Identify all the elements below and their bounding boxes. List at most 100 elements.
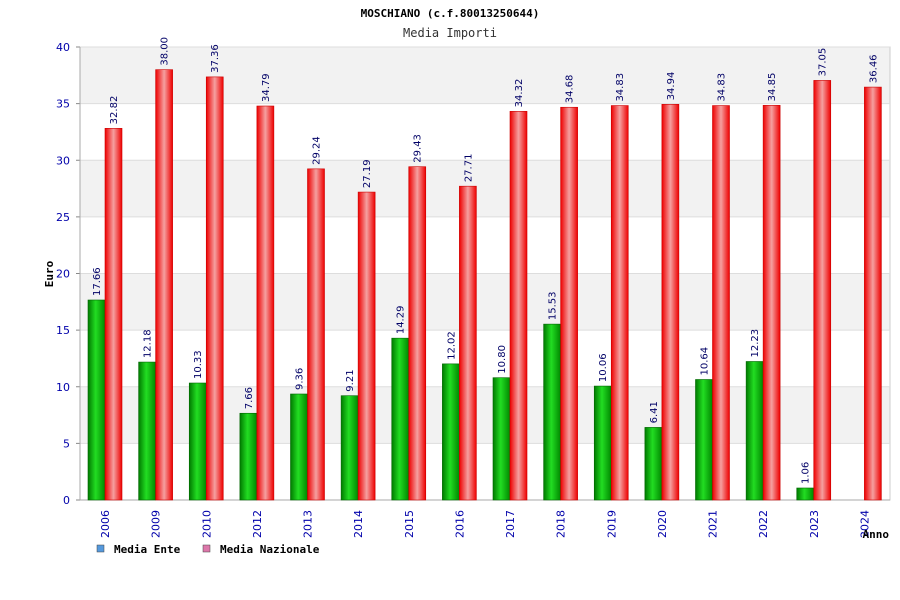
y-tick-label: 0: [63, 494, 70, 507]
value-label-media-nazionale: 29.43: [413, 134, 424, 163]
bar-media-ente: [644, 427, 663, 501]
x-tick-label: 2017: [504, 510, 517, 538]
bar-media-nazionale: [762, 105, 781, 501]
value-label-media-ente: 17.66: [92, 267, 103, 296]
bar-media-nazionale: [864, 86, 882, 501]
value-label-media-ente: 9.36: [295, 368, 306, 390]
bar-media-nazionale: [509, 111, 528, 501]
bar-media-nazionale: [155, 69, 173, 501]
bar-media-ente: [593, 385, 612, 501]
value-label-media-ente: 10.33: [193, 350, 204, 379]
bar-media-ente: [188, 382, 207, 501]
value-label-media-nazionale: 34.94: [666, 72, 677, 101]
value-label-media-nazionale: 37.05: [818, 48, 829, 77]
value-label-media-ente: 12.02: [446, 331, 457, 360]
legend: Media Ente Media Nazionale: [96, 543, 320, 556]
x-tick-label: 2016: [453, 510, 466, 538]
value-label-media-nazionale: 27.19: [362, 159, 373, 188]
x-tick-label: 2020: [656, 510, 669, 538]
bar-media-nazionale: [712, 105, 730, 501]
bar-media-ente: [239, 412, 258, 501]
value-label-media-ente: 10.06: [598, 353, 609, 382]
value-label-media-nazionale: 37.36: [210, 44, 221, 73]
x-axis-label: Anno: [863, 528, 890, 541]
bar-media-ente: [442, 363, 460, 501]
y-tick-label: 15: [56, 324, 70, 337]
chart-title: MOSCHIANO (c.f.80013250644): [361, 7, 540, 20]
value-label-media-ente: 7.66: [244, 387, 255, 409]
value-label-media-nazionale: 34.85: [767, 73, 778, 102]
bar-media-ente: [796, 487, 815, 501]
value-label-media-nazionale: 29.24: [312, 136, 323, 165]
bar-media-ente: [340, 395, 359, 501]
y-tick-label: 10: [56, 381, 70, 394]
value-label-media-ente: 10.80: [497, 345, 508, 374]
bar-media-nazionale: [357, 191, 376, 501]
x-axis-ticks: 2006 2009 2010 2012 2013 2014 2015 2016 2017 2018…: [99, 510, 871, 538]
bar-media-ente: [745, 361, 764, 501]
bar-media-ente: [543, 323, 561, 501]
value-label-media-nazionale: 34.32: [514, 79, 525, 108]
x-tick-label: 2012: [251, 510, 264, 538]
bar-media-ente: [695, 379, 713, 501]
value-label-media-ente: 12.18: [143, 329, 154, 358]
x-tick-label: 2010: [200, 510, 213, 538]
legend-swatch: [96, 544, 105, 553]
x-tick-label: 2009: [150, 510, 163, 538]
value-label-media-ente: 15.53: [548, 291, 559, 320]
x-tick-label: 2019: [605, 510, 618, 538]
value-label-media-ente: 14.29: [396, 306, 407, 335]
value-label-media-ente: 10.64: [700, 347, 711, 376]
value-label-media-nazionale: 32.82: [109, 96, 120, 125]
legend-label: Media Ente: [114, 543, 181, 556]
x-tick-label: 2014: [352, 510, 365, 538]
bar-media-nazionale: [610, 105, 629, 501]
value-label-media-ente: 9.21: [345, 369, 356, 391]
value-label-media-nazionale: 34.79: [261, 73, 272, 102]
bar-media-nazionale: [307, 168, 325, 501]
y-tick-label: 30: [56, 154, 70, 167]
x-tick-label: 2018: [555, 510, 568, 538]
x-tick-label: 2021: [707, 510, 720, 538]
bar-media-nazionale: [813, 80, 832, 501]
bar-media-ente: [290, 393, 308, 501]
x-tick-label: 2024: [858, 510, 871, 538]
y-tick-label: 40: [56, 41, 70, 54]
bar-media-ente: [87, 299, 106, 501]
value-label-media-nazionale: 34.83: [717, 73, 728, 102]
y-axis-label: Euro: [43, 260, 56, 287]
legend-label: Media Nazionale: [220, 543, 320, 556]
y-tick-label: 5: [63, 437, 70, 450]
bars: 17.66 32.82 12.18 38.00 10.33 37.36 7.66 34.79 9…: [87, 37, 882, 501]
value-label-media-ente: 12.23: [750, 329, 761, 358]
bar-media-ente: [492, 377, 511, 501]
y-axis-ticks: 0 5 10 15 20 25 30 35 40: [56, 41, 70, 507]
x-tick-label: 2023: [808, 510, 821, 538]
value-label-media-nazionale: 34.83: [615, 73, 626, 102]
y-tick-label: 25: [56, 211, 70, 224]
value-label-media-nazionale: 27.71: [463, 154, 474, 183]
x-tick-label: 2006: [99, 510, 112, 538]
bar-media-nazionale: [459, 185, 477, 501]
value-label-media-ente: 1.06: [801, 462, 812, 484]
chart-subtitle: Media Importi: [403, 26, 497, 40]
x-tick-label: 2022: [757, 510, 770, 538]
x-tick-label: 2013: [302, 510, 315, 538]
y-tick-label: 35: [56, 98, 70, 111]
value-label-media-nazionale: 34.68: [565, 75, 576, 104]
legend-swatch: [202, 544, 211, 553]
bar-media-nazionale: [661, 104, 680, 501]
bar-media-nazionale: [104, 128, 123, 501]
bar-media-ente: [138, 361, 156, 501]
bar-media-ente: [391, 337, 410, 501]
bar-media-nazionale: [256, 105, 275, 501]
y-tick-label: 20: [56, 268, 70, 281]
value-label-media-nazionale: 36.46: [868, 54, 879, 83]
bar-media-nazionale: [408, 166, 427, 501]
bar-media-nazionale: [205, 76, 224, 501]
value-label-media-nazionale: 38.00: [160, 37, 171, 66]
x-tick-label: 2015: [403, 510, 416, 538]
value-label-media-ente: 6.41: [649, 401, 660, 423]
bar-media-nazionale: [560, 106, 578, 501]
